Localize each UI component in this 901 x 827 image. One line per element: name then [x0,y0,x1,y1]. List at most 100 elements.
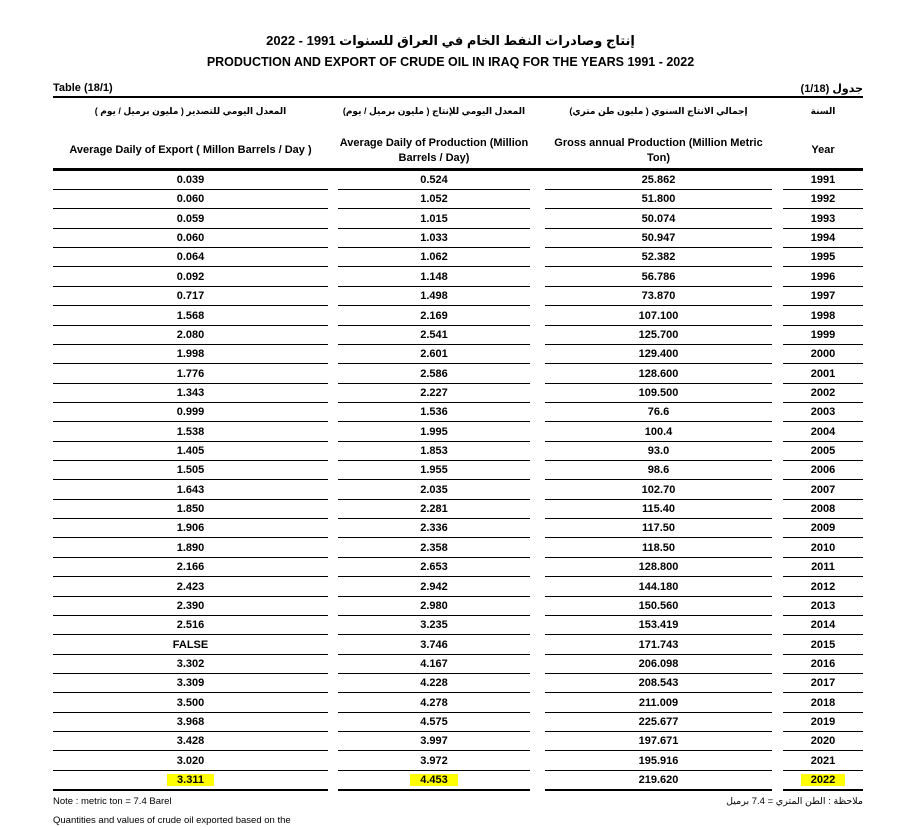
table-cell: 206.098 [545,655,772,674]
table-cell: 4.278 [338,694,530,713]
cell-text: 2003 [810,406,836,419]
table-cell: 1.062 [338,248,530,268]
cell-text: FALSE [172,638,209,651]
table-cell: 2022 [783,771,863,792]
table-cell: 117.50 [545,519,772,539]
column-header-arabic: المعدل اليومي للإنتاج ( مليون برميل / يو… [342,106,526,116]
column-header: Gross annual Production (Million Metric … [554,137,763,164]
table-cell: 208.543 [545,674,772,694]
table-cell: 3.500 [53,694,328,713]
table-cell: 0.092 [53,268,328,287]
table-cell: 2010 [783,539,863,558]
cell-text: 2.035 [420,483,448,496]
table-cell: FALSE [53,636,328,655]
table-cell: 2016 [783,655,863,674]
table-cell: 129.400 [545,345,772,365]
table-cell: 1997 [783,287,863,307]
table-cell: 4.453 [338,771,530,792]
table-cell: 1.568 [53,307,328,326]
cell-text: 2018 [810,696,836,709]
cell-text: 1997 [810,290,836,303]
cell-text: 3.309 [176,677,205,690]
table-cell: 102.70 [545,481,772,500]
cell-text: 1999 [810,328,836,341]
table-cell: 128.600 [545,365,772,384]
cell-text: 128.800 [638,561,679,574]
cell-text: 2015 [810,638,836,651]
table-cell: 225.677 [545,713,772,733]
cell-text: 4.228 [420,677,448,690]
table-cell: 3.428 [53,732,328,752]
cell-text: 1.890 [176,541,205,554]
table-cell: 73.870 [545,287,772,307]
cell-text: 76.6 [647,406,670,419]
table-cell: 2.358 [338,539,530,558]
cell-text: 197.671 [638,735,679,748]
cell-text: 1.995 [420,425,448,438]
table-cell: 1998 [783,307,863,326]
cell-text: 125.700 [638,328,679,341]
table-cell: 50.074 [545,210,772,229]
table-cell: 76.6 [545,403,772,423]
table-cell: 2001 [783,365,863,384]
cell-text: 107.100 [638,309,679,322]
cell-text: 1.536 [420,406,448,419]
table-cell: 125.700 [545,326,772,345]
cell-text: 3.302 [176,658,205,670]
cell-text: 3.500 [176,696,205,709]
table-cell: 1.853 [338,442,530,462]
table-cell: 107.100 [545,307,772,326]
cell-text: 2021 [810,754,836,767]
cell-text: 2002 [810,386,836,399]
cell-text: 93.0 [647,445,670,458]
table-cell: 1.343 [53,384,328,403]
table-cell: 2.281 [338,500,530,520]
cell-text: 2019 [810,716,836,729]
table-cell: 2007 [783,481,863,500]
table-cell: 4.575 [338,713,530,733]
cell-text: 2.166 [176,561,205,574]
table-cell: 4.228 [338,674,530,694]
cell-text: 1991 [810,174,836,186]
table-cell: 171.743 [545,636,772,655]
cell-text: 3.746 [420,638,448,651]
cell-text: 2008 [810,503,836,516]
table-cell: 1992 [783,190,863,210]
table-cell: 0.059 [53,210,328,229]
cell-text: 1.343 [176,386,205,399]
cell-text: 1.568 [176,309,205,322]
cell-text: 2013 [810,599,836,612]
table-cell: 2.423 [53,578,328,597]
table-cell: 2.541 [338,326,530,345]
table-cell: 3.968 [53,713,328,733]
table-cell: 1.033 [338,229,530,249]
cell-text: 4.167 [420,658,448,670]
table-cell: 1.643 [53,481,328,500]
table-cell: 1.015 [338,210,530,229]
table-label: Table (18/1) [53,82,113,94]
table-cell: 1.538 [53,423,328,442]
table-cell: 1.505 [53,461,328,481]
table-cell: 1.890 [53,539,328,558]
cell-text: 144.180 [638,580,679,593]
cell-text: 1.405 [176,445,205,458]
table-cell: 4.167 [338,655,530,674]
table-cell: 150.560 [545,597,772,616]
cell-text: 118.50 [641,541,676,554]
cell-text: 128.600 [638,367,679,380]
cell-text: 50.074 [641,212,676,225]
cell-text: 1.643 [176,483,205,496]
table-cell: 1994 [783,229,863,249]
table-cell: 128.800 [545,558,772,578]
cell-text: 56.786 [641,270,676,283]
table-cell: 3.746 [338,636,530,655]
table-cell: 109.500 [545,384,772,403]
table-cell: 1.405 [53,442,328,462]
table-cell: 2.516 [53,616,328,636]
footnote: Quantities and values of crude oil expor… [53,815,291,826]
table-cell: 2.653 [338,558,530,578]
table-cell: 3.235 [338,616,530,636]
table-cell: 0.717 [53,287,328,307]
table-cell: 3.311 [53,771,328,792]
cell-text: 1.062 [420,251,448,264]
